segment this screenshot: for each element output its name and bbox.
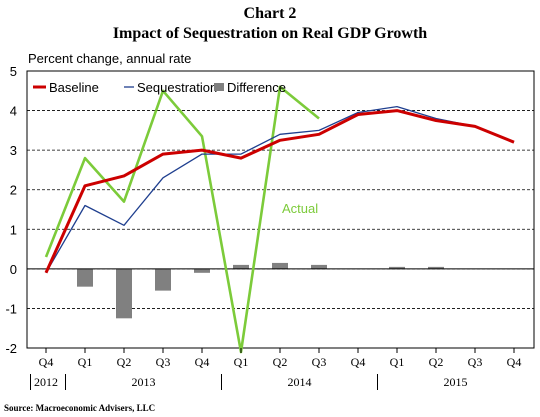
y-tick-label: 3 [10, 143, 17, 158]
y-tick-labels: -2 -1 0 1 2 3 4 5 [5, 64, 17, 356]
difference-bar [272, 262, 288, 269]
chart-title: Chart 2 [244, 5, 297, 22]
difference-bar [389, 266, 405, 269]
legend: Baseline Sequestration Difference [33, 80, 286, 95]
x-tick-label: Q4 [39, 355, 54, 369]
baseline-line [44, 109, 515, 274]
x-tick-label: Q3 [156, 355, 171, 369]
series-lines [44, 85, 515, 354]
x-tick-label: Q1 [390, 355, 405, 369]
legend-label-difference: Difference [227, 80, 286, 95]
year-label: 2015 [444, 375, 468, 389]
difference-bar [194, 268, 210, 273]
y-tick-label: 0 [10, 262, 17, 277]
x-tick-label: Q4 [507, 355, 522, 369]
sequestration-line [45, 105, 515, 274]
y-tick-label: -1 [5, 301, 17, 316]
actual-line [44, 85, 320, 354]
chart-subtitle: Impact of Sequestration on Real GDP Grow… [113, 25, 427, 42]
legend-label-baseline: Baseline [49, 80, 99, 95]
difference-bars [27, 262, 534, 319]
difference-bar [155, 268, 171, 291]
year-label: 2013 [132, 375, 156, 389]
difference-bar [428, 266, 444, 269]
year-label: 2014 [288, 375, 312, 389]
x-tick-label: Q4 [195, 355, 210, 369]
x-tick-label: Q2 [117, 355, 132, 369]
y-tick-label: 4 [10, 104, 17, 119]
y-tick-label: 5 [10, 64, 17, 79]
x-tick-labels: Q4 Q1 Q2 Q3 Q4 Q1 Q2 Q3 Q4 Q1 Q2 Q3 Q4 2012 2013 2014 20… [30, 348, 522, 390]
legend-swatch-difference [214, 83, 224, 91]
x-tick-label: Q2 [429, 355, 444, 369]
x-tick-label: Q1 [234, 355, 249, 369]
legend-label-sequestration: Sequestration [137, 80, 217, 95]
plot-frame [26, 70, 535, 349]
x-tick-label: Q3 [468, 355, 483, 369]
y-axis-label: Percent change, annual rate [28, 51, 191, 66]
difference-bar [116, 268, 132, 319]
y-tick-label: 2 [10, 183, 17, 198]
x-tick-label: Q2 [273, 355, 288, 369]
difference-bar [233, 264, 249, 269]
x-tick-label: Q4 [351, 355, 366, 369]
actual-annotation: Actual [282, 201, 318, 216]
y-tick-label: -2 [5, 341, 17, 356]
difference-bar [311, 264, 327, 269]
year-label: 2012 [34, 375, 58, 389]
source-note: Source: Macroeconomic Advisers, LLC [4, 403, 155, 413]
difference-bar [77, 268, 93, 287]
y-tick-label: 1 [10, 222, 17, 237]
x-tick-label: Q1 [78, 355, 93, 369]
x-tick-label: Q3 [312, 355, 327, 369]
